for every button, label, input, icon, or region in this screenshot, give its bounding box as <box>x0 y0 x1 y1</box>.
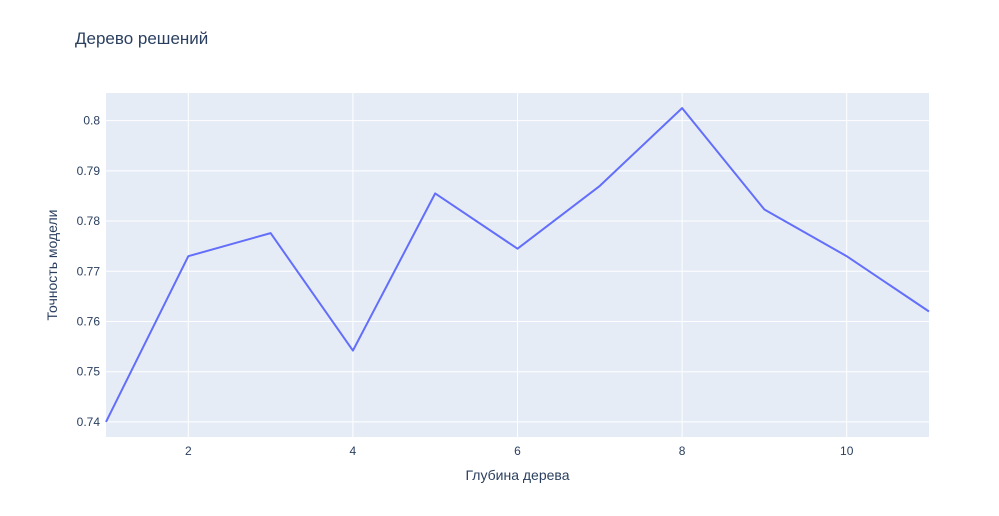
y-axis-ticks: 0.74 0.75 0.76 0.77 0.78 0.79 0.8 <box>77 114 101 429</box>
series-layer <box>105 107 930 423</box>
y-tick-label: 0.78 <box>77 214 101 228</box>
x-tick-label: 2 <box>185 444 192 458</box>
gridlines <box>106 93 929 437</box>
y-tick-label: 0.74 <box>77 415 101 429</box>
series-line <box>105 107 930 423</box>
y-axis-title: Точность модели <box>44 210 60 321</box>
y-tick-label: 0.77 <box>77 264 101 278</box>
x-tick-label: 6 <box>514 444 521 458</box>
y-tick-label: 0.79 <box>77 164 101 178</box>
y-tick-label: 0.76 <box>77 314 101 328</box>
x-axis-title: Глубина дерева <box>466 467 570 483</box>
y-tick-label: 0.75 <box>77 365 101 379</box>
x-axis-ticks: 2 4 6 8 10 <box>185 444 854 458</box>
x-tick-label: 10 <box>840 444 854 458</box>
x-tick-label: 4 <box>350 444 357 458</box>
chart-title: Дерево решений <box>75 29 208 48</box>
x-tick-label: 8 <box>679 444 686 458</box>
y-tick-label: 0.8 <box>83 114 100 128</box>
